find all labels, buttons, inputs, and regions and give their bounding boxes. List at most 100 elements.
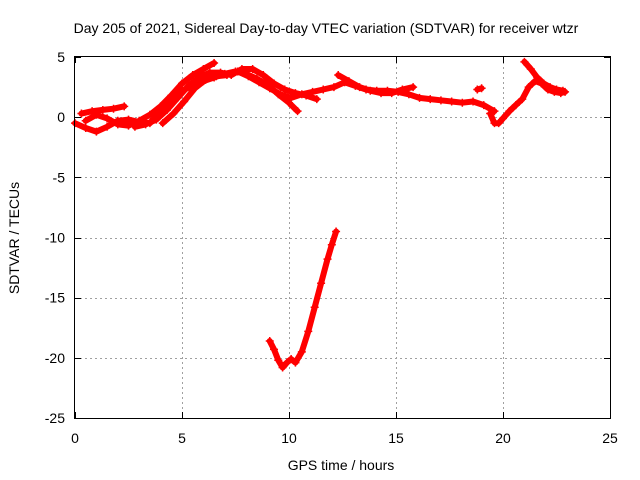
y-tick-label: -25 [45,410,65,426]
x-axis-label: GPS time / hours [288,457,395,473]
data-point [469,97,478,106]
data-point [494,119,503,128]
data-point [270,79,279,88]
data-point [141,120,150,129]
series-track-9 [520,57,567,95]
y-tick-label: -15 [45,290,65,306]
data-point [304,327,313,336]
data-point [355,83,364,92]
data-point [287,93,296,102]
data-point [312,95,321,104]
data-point [103,114,112,123]
data-point [526,65,535,74]
data-point [447,97,456,106]
data-point [458,98,467,107]
data-point [505,107,514,116]
data-point [145,110,154,119]
data-point [103,122,112,131]
series-line [266,228,340,371]
x-tick-label: 15 [388,430,404,446]
data-point [244,72,253,81]
data-point [130,122,139,131]
data-point [167,91,176,100]
data-point [436,96,445,105]
data-point [233,67,242,76]
data-point [317,279,326,288]
data-point [499,114,507,123]
x-tick-label: 0 [71,430,79,446]
data-point [415,93,424,102]
data-point [319,85,328,94]
data-point [120,102,129,111]
y-tick-label: 0 [57,109,65,125]
plot-frame [74,56,611,419]
data-point [297,347,306,356]
data-point [479,101,488,110]
data-point [297,90,306,99]
data-point [255,78,264,87]
data-point [293,107,302,116]
data-point [552,85,561,94]
data-point [190,84,199,93]
chart-title: Day 205 of 2021, Sidereal Day-to-day VTE… [74,20,579,36]
y-tick-label: -10 [45,230,65,246]
series-track-6 [334,71,418,98]
x-tick-label: 25 [602,430,618,446]
y-tick-label: -20 [45,350,65,366]
series-track-3 [81,59,219,130]
data-point [195,73,204,82]
data-point [404,90,413,99]
data-point [409,83,418,92]
data-point [109,104,118,113]
data-point [387,89,396,98]
data-points [71,57,570,372]
data-point [518,95,527,104]
data-point [344,77,353,86]
series-track-5 [158,67,499,128]
x-tick-label: 20 [495,430,511,446]
data-point [152,115,161,124]
data-point [199,65,208,74]
data-point [222,71,231,80]
data-point [511,101,520,110]
data-point [539,79,548,88]
data-point [546,83,555,92]
data-point [486,109,495,118]
data-point [248,65,257,74]
axis-ticks: 0 5 10 15 20 25 5 0 -5 -10 -15 -20 -25 [45,49,618,446]
data-point [173,93,182,102]
data-point [398,85,407,94]
data-point [334,71,343,80]
data-point [113,120,122,129]
x-tick-label: 10 [281,430,297,446]
data-point [282,358,291,367]
data-point [81,123,90,132]
y-axis-label: SDTVAR / TECUs [6,182,22,294]
data-point [259,71,268,80]
data-point [473,85,482,94]
data-point [201,75,210,84]
data-point [188,71,197,80]
data-point [81,116,90,125]
data-point [265,84,274,93]
data-point [524,83,533,92]
data-point [92,110,101,119]
data-point [276,90,285,99]
data-point [278,363,287,372]
data-point [180,97,189,106]
data-point [156,102,165,111]
x-tick-label: 5 [178,430,186,446]
data-point [212,72,221,81]
data-point [426,95,435,104]
data-point [520,57,529,66]
data-point [533,73,542,82]
data-point [163,105,172,114]
data-point [169,109,178,118]
data-point [184,81,193,90]
series-track-8 [486,77,570,128]
data-point [377,89,386,98]
data-point [210,59,219,68]
data-point [92,127,101,136]
data-point [323,255,332,264]
